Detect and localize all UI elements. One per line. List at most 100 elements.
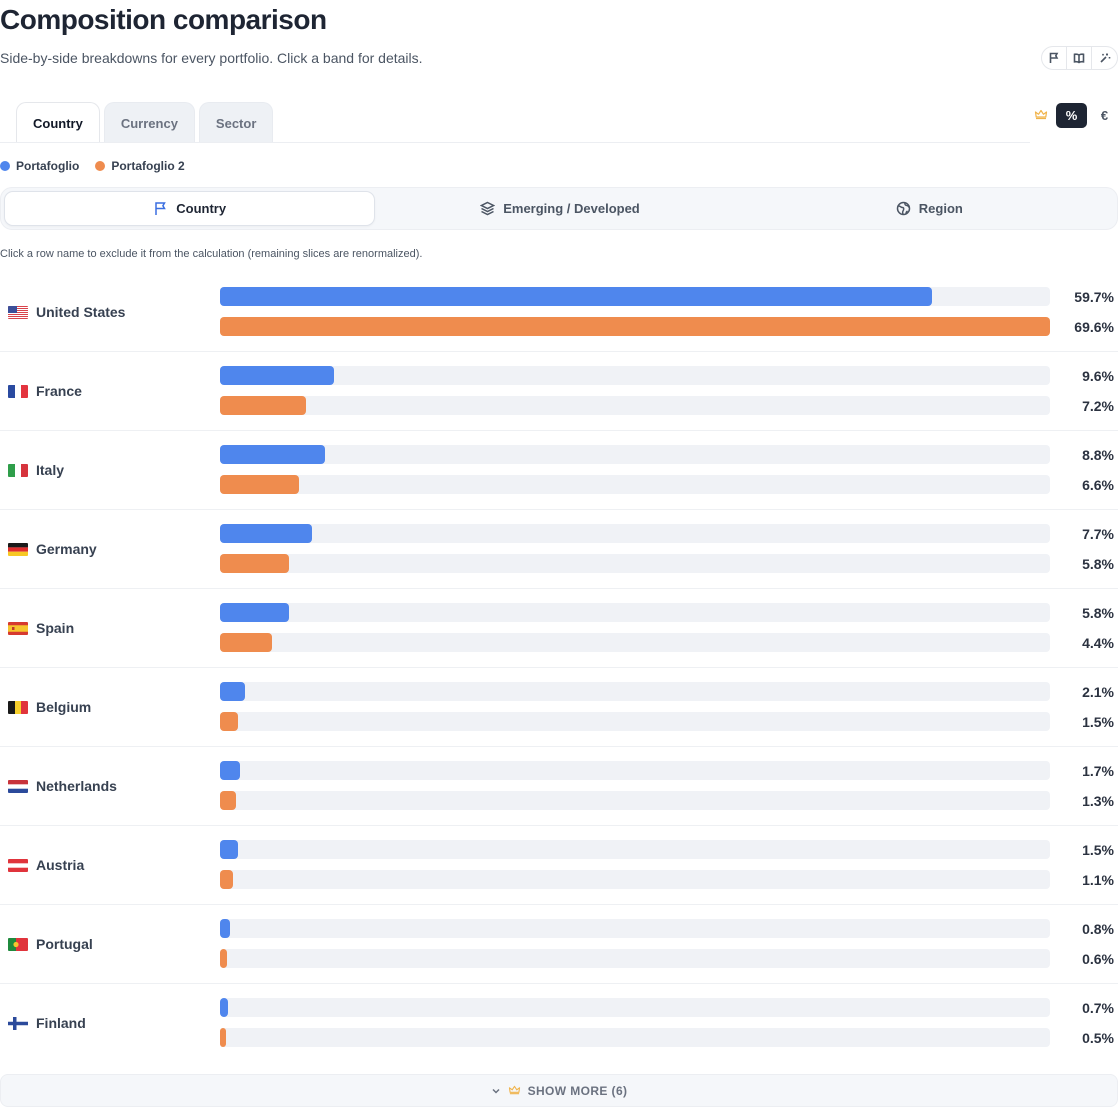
crown-icon (508, 1085, 520, 1095)
sparkle-icon (1099, 53, 1110, 63)
legend-item-portfolio-1: Portafoglio (0, 159, 79, 173)
portfolio-1-bar (220, 919, 230, 938)
bar-track[interactable] (220, 712, 1050, 731)
tab-bar: Country Currency Sector (16, 102, 274, 143)
portfolio-2-bar (220, 633, 273, 652)
portfolio-1-bar (220, 445, 325, 464)
row-name-button[interactable]: Spain (0, 589, 74, 667)
portfolio-1-value: 0.8% (1082, 921, 1114, 937)
row-name-button[interactable]: Italy (0, 431, 64, 509)
table-row: France 9.6% 7.2% (0, 352, 1118, 431)
bar-track[interactable] (220, 761, 1050, 780)
table-row: Italy 8.8% 6.6% (0, 431, 1118, 510)
bar-track[interactable] (220, 949, 1050, 968)
bar-track[interactable] (220, 366, 1050, 385)
bar-track[interactable] (220, 1028, 1050, 1047)
bar-track[interactable] (220, 633, 1050, 652)
tab-country[interactable]: Country (16, 102, 100, 143)
comparison-rows: United States 59.7% 69.6% France 9.6% 7.… (0, 273, 1118, 1063)
be-flag-icon (8, 700, 28, 714)
page-title: Composition comparison (0, 4, 327, 35)
portfolio-2-bar (220, 712, 238, 731)
row-name-button[interactable]: Austria (0, 826, 84, 904)
country-label: Finland (36, 1015, 86, 1031)
sparkle-button[interactable] (1092, 47, 1117, 69)
bar-track[interactable] (220, 396, 1050, 415)
portfolio-2-bar (220, 949, 228, 968)
portfolio-1-value: 9.6% (1082, 368, 1114, 384)
portfolio-2-bar (220, 475, 299, 494)
bar-track[interactable] (220, 870, 1050, 889)
segment-label: Country (176, 201, 227, 216)
portfolio-1-value: 0.7% (1082, 1000, 1114, 1016)
country-label: Belgium (36, 699, 92, 715)
portfolio-1-value: 7.7% (1082, 526, 1114, 542)
show-more-label: SHOW MORE (6) (527, 1083, 628, 1098)
portfolio-2-bar (220, 396, 306, 415)
portfolio-1-value: 59.7% (1074, 289, 1114, 305)
country-label: Germany (36, 541, 97, 557)
portfolio-1-value: 8.8% (1082, 447, 1114, 463)
portfolio-1-value: 1.7% (1082, 763, 1114, 779)
portfolio-2-bar (220, 317, 1050, 336)
portfolio-1-bar (220, 603, 290, 622)
row-name-button[interactable]: Finland (0, 984, 86, 1062)
tab-currency[interactable]: Currency (103, 102, 195, 143)
segment-emerging-developed[interactable]: Emerging / Developed (375, 191, 744, 226)
legend-label: Portafoglio 2 (111, 159, 185, 173)
bar-track[interactable] (220, 682, 1050, 701)
country-label: Italy (36, 462, 65, 478)
row-name-button[interactable]: Belgium (0, 668, 91, 746)
row-name-button[interactable]: United States (0, 273, 125, 351)
row-name-button[interactable]: Netherlands (0, 747, 117, 825)
segment-region[interactable]: Region (745, 191, 1114, 226)
globe-icon (896, 201, 911, 216)
nl-flag-icon (8, 779, 28, 793)
portfolio-1-value: 1.5% (1082, 842, 1114, 858)
exclude-hint: Click a row name to exclude it from the … (0, 248, 423, 260)
bar-track[interactable] (220, 445, 1050, 464)
portfolio-2-value: 7.2% (1082, 398, 1114, 414)
euro-unit-button[interactable]: € (1100, 108, 1109, 123)
portfolio-1-value: 2.1% (1082, 684, 1114, 700)
bar-track[interactable] (220, 998, 1050, 1017)
segment-label: Emerging / Developed (503, 201, 640, 216)
bar-track[interactable] (220, 475, 1050, 494)
bar-track[interactable] (220, 317, 1050, 336)
row-name-button[interactable]: Germany (0, 510, 97, 588)
portfolio-1-bar (220, 998, 229, 1017)
row-name-button[interactable]: France (0, 352, 82, 430)
table-row: Belgium 2.1% 1.5% (0, 668, 1118, 747)
country-label: Austria (36, 857, 85, 873)
flag-button[interactable] (1042, 47, 1067, 69)
bar-track[interactable] (220, 603, 1050, 622)
bar-track[interactable] (220, 791, 1050, 810)
bar-track[interactable] (220, 919, 1050, 938)
es-flag-icon (8, 621, 28, 635)
chevron-down-icon (492, 1088, 500, 1094)
bar-track[interactable] (220, 840, 1050, 859)
country-label: Netherlands (36, 778, 117, 794)
segment-country[interactable]: Country (4, 191, 376, 226)
book-icon (1073, 53, 1085, 64)
portfolio-2-bar (220, 791, 236, 810)
portfolio-2-value: 5.8% (1082, 556, 1114, 572)
toolbar-group (1041, 46, 1118, 70)
page-subtitle: Side-by-side breakdowns for every portfo… (0, 50, 423, 66)
row-name-button[interactable]: Portugal (0, 905, 93, 983)
legend-label: Portafoglio (16, 159, 80, 173)
percent-unit-button[interactable]: % (1056, 103, 1087, 128)
book-button[interactable] (1067, 47, 1092, 69)
portfolio-1-bar (220, 366, 335, 385)
tab-sector[interactable]: Sector (198, 102, 274, 143)
portfolio-1-bar (220, 682, 246, 701)
it-flag-icon (8, 463, 28, 477)
layers-icon (480, 201, 496, 216)
legend-item-portfolio-2: Portafoglio 2 (95, 159, 185, 173)
show-more-button[interactable]: SHOW MORE (6) (0, 1074, 1118, 1107)
bar-track[interactable] (220, 554, 1050, 573)
portfolio-1-bar (220, 524, 312, 543)
segment-label: Region (918, 201, 963, 216)
bar-track[interactable] (220, 287, 1050, 306)
bar-track[interactable] (220, 524, 1050, 543)
